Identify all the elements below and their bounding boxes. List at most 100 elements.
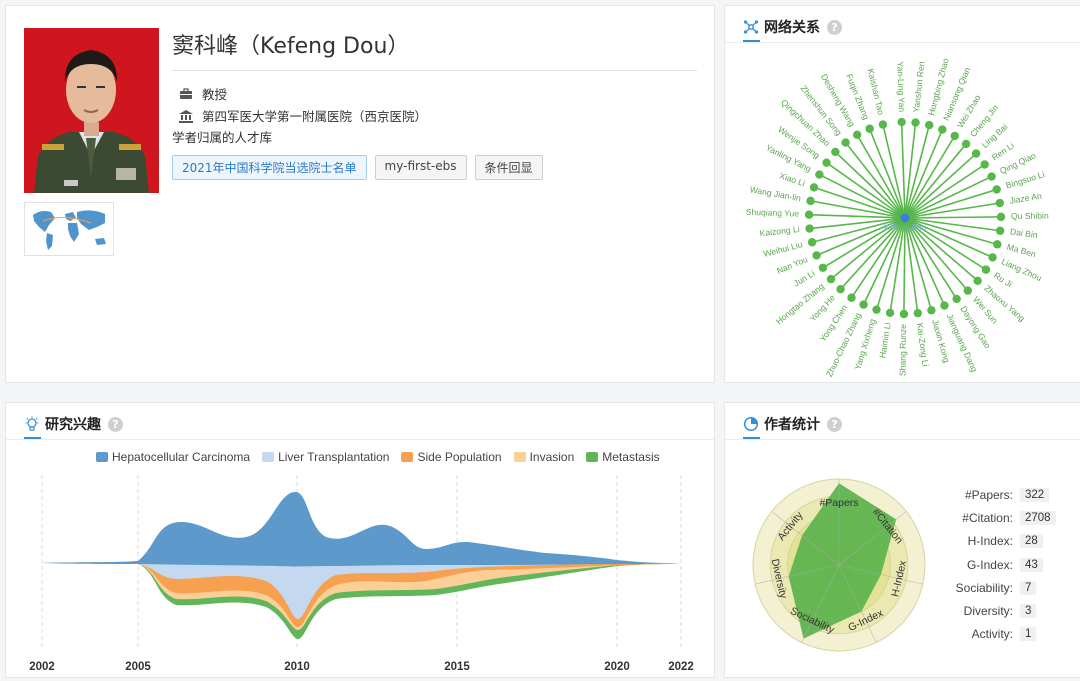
stream-side-population[interactable] [42,562,681,627]
coauthor-node[interactable] [865,124,874,133]
network-edge [904,124,930,219]
coauthor-label[interactable]: Shuqiang Yue [746,207,800,219]
coauthor-node[interactable] [988,253,997,262]
legend-item[interactable]: Hepatocellular Carcinoma [96,450,250,464]
network-edge [862,217,906,305]
coauthor-node[interactable] [885,308,895,318]
coauthor-node[interactable] [897,117,906,127]
coauthor-node[interactable] [822,158,831,167]
network-edge [904,217,993,259]
coauthor-label[interactable]: Haimin Li [877,322,892,359]
coauthor-node[interactable] [925,120,934,130]
coauthor-node[interactable] [971,149,981,158]
coauthor-label[interactable]: Bingsuo Li [1005,169,1046,190]
tag-my-first-ebs[interactable]: my-first-ebs [374,155,467,180]
coauthor-node[interactable] [859,300,868,309]
world-map-thumbnail[interactable] [24,202,114,256]
coauthor-label[interactable]: Weihui Liu [762,239,803,259]
coauthor-node[interactable] [852,130,862,139]
coauthor-node[interactable] [899,309,909,319]
interest-title: 研究兴趣 [45,417,101,433]
network-edge [904,217,979,282]
radar-area[interactable] [788,483,897,639]
coauthor-label[interactable]: Yan-Ling Yan [895,61,907,112]
help-icon[interactable]: ? [827,416,842,432]
coauthor-label[interactable]: Qu Shibin [1011,211,1049,221]
coauthor-node[interactable] [992,185,1001,194]
legend-item[interactable]: Side Population [401,450,502,464]
coauthor-node[interactable] [913,308,922,318]
interest-header: 研究兴趣 ? [24,413,123,435]
network-edge [904,217,1001,232]
author-radar-chart[interactable]: #Papers#CitationH-IndexG-IndexSociabilit… [739,465,939,665]
network-edge [810,200,906,219]
coauthor-label[interactable]: Kaizong Li [759,224,800,238]
help-icon[interactable]: ? [108,416,123,432]
coauthor-node[interactable] [981,265,991,274]
coauthor-node[interactable] [831,147,840,157]
coauthor-node[interactable] [872,305,881,314]
network-edge [903,217,906,315]
tag-academician-list[interactable]: 2021年中国科学院当选院士名单 [172,155,367,180]
coauthor-node[interactable] [807,238,817,247]
stats-header: 作者统计 ? [743,413,842,435]
coauthor-label[interactable]: Wang Jian-lin [749,184,802,203]
coauthor-node[interactable] [809,183,819,192]
coauthor-node[interactable] [961,139,971,149]
coauthor-label[interactable]: Dai Bin [1009,226,1038,240]
coauthor-node[interactable] [911,118,920,127]
coauthor-node[interactable] [812,251,821,260]
coauthor-node[interactable] [927,306,936,315]
coauthor-node[interactable] [952,294,961,304]
stream-liver-transplantation[interactable] [42,562,681,619]
coauthor-label[interactable]: Xiao Li [778,170,806,188]
coauthor-node[interactable] [995,198,1005,208]
coauthor-label[interactable]: Kai-Zong Li [915,322,931,367]
stat-row-activity: Activity: 1 [935,623,1056,646]
legend-item[interactable]: Metastasis [586,450,660,464]
legend-item[interactable]: Invasion [513,450,574,464]
coauthor-node[interactable] [938,125,947,134]
coauthor-node[interactable] [806,196,815,206]
coauthor-node[interactable] [973,276,982,285]
coauthor-node[interactable] [804,210,814,219]
tag-conditional-display[interactable]: 条件回显 [474,155,543,180]
stat-row-citation: #Citation: 2708 [935,506,1056,529]
coauthor-node[interactable] [980,160,989,169]
coauthor-node[interactable] [847,293,856,302]
legend-item[interactable]: Liver Transplantation [262,450,389,464]
coauthor-node[interactable] [841,138,850,147]
network-edge [830,217,906,280]
coauthor-node[interactable] [826,274,836,284]
coauthor-label[interactable]: Shang Runze [897,324,908,376]
coauthor-node[interactable] [818,263,828,272]
coauthor-node[interactable] [950,131,959,141]
stream-hepatocellular-carcinoma[interactable] [42,491,681,567]
coauthor-node[interactable] [940,301,949,310]
network-edge [904,217,998,246]
interest-streamgraph[interactable]: 2002 2005 2010 2015 2020 2022 [6,467,714,677]
coauthor-node[interactable] [836,284,845,294]
network-edge [900,122,906,219]
coauthor-node[interactable] [995,226,1005,235]
affiliation-text[interactable]: 第四军医大学第一附属医院（西京医院） [202,109,428,124]
coauthor-label[interactable]: Yanshun Ren [911,61,927,113]
center-author-node[interactable] [900,213,910,223]
coauthor-node[interactable] [878,120,888,129]
coauthor-node[interactable] [996,212,1006,222]
coauthor-node[interactable] [963,286,973,295]
legend-swatch [401,452,414,462]
coauthor-label[interactable]: Ma Ben [1006,242,1037,260]
network-edge [813,186,906,219]
help-icon[interactable]: ? [827,19,842,35]
legend-label: Liver Transplantation [278,450,390,464]
coauthor-node[interactable] [987,172,996,181]
coauthor-node[interactable] [805,224,814,233]
coauthor-label[interactable]: Jiaze An [1009,191,1043,206]
coauthor-network-graph[interactable]: Yan-Ling Yan Yanshun Ren Hongbing ZhaoNian… [725,44,1080,380]
coauthor-label[interactable]: Ru Ji [992,270,1014,289]
coauthor-label[interactable]: Ren Li [990,140,1016,162]
avatar [24,28,159,193]
coauthor-node[interactable] [815,170,824,179]
coauthor-node[interactable] [993,240,1002,249]
